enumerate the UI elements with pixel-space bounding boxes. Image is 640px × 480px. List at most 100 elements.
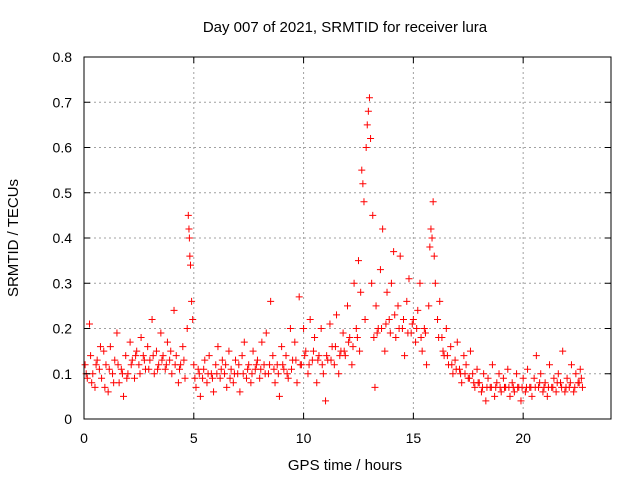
data-point [286, 325, 294, 332]
data-point [252, 361, 260, 369]
data-point [495, 370, 503, 378]
data-point [190, 361, 198, 369]
data-point [420, 325, 428, 332]
data-point [131, 374, 139, 382]
data-point [435, 334, 443, 342]
data-point [150, 370, 158, 378]
data-point [292, 356, 300, 364]
data-point [242, 374, 250, 382]
data-point [387, 279, 395, 287]
data-point [461, 370, 469, 378]
data-point [550, 374, 558, 382]
data-point [340, 347, 348, 355]
data-point [428, 234, 436, 242]
data-point [235, 361, 243, 369]
data-point [524, 365, 532, 373]
data-point [318, 361, 326, 369]
data-point [283, 370, 291, 378]
data-point [170, 306, 178, 314]
data-point [385, 315, 393, 323]
data-point [386, 329, 394, 337]
data-point [158, 356, 166, 364]
data-point [162, 361, 170, 369]
data-point [333, 311, 341, 319]
y-tick-label: 0.7 [53, 94, 73, 110]
data-point [403, 297, 411, 305]
data-point [212, 361, 220, 369]
data-point [430, 252, 438, 260]
x-tick-label: 10 [296, 430, 312, 446]
data-point [577, 374, 585, 382]
data-point [383, 288, 391, 296]
data-point [201, 356, 209, 364]
data-point [378, 325, 386, 332]
data-point [552, 388, 560, 396]
data-point [199, 374, 207, 382]
data-point [87, 352, 95, 360]
data-point [567, 361, 575, 369]
data-point [267, 297, 275, 305]
data-point [137, 334, 145, 342]
data-point [196, 392, 204, 400]
data-point [576, 365, 584, 373]
data-point [128, 356, 136, 364]
data-point [448, 361, 456, 369]
data-point [401, 352, 409, 360]
data-point [274, 370, 282, 378]
data-point [353, 334, 361, 342]
data-point [166, 356, 174, 364]
data-point [192, 383, 200, 391]
data-point [282, 352, 290, 360]
data-point [327, 356, 335, 364]
data-point [531, 383, 539, 391]
data-point [266, 361, 274, 369]
data-point [106, 343, 114, 351]
data-point [157, 329, 165, 337]
y-tick-label: 0.2 [53, 321, 73, 337]
data-point [460, 352, 468, 360]
data-point [188, 297, 196, 305]
data-point [256, 374, 264, 382]
data-point [262, 329, 270, 337]
data-point [365, 94, 373, 102]
data-point [423, 361, 431, 369]
data-point [245, 361, 253, 369]
data-point [431, 279, 439, 287]
data-point [474, 379, 482, 387]
data-point [139, 352, 147, 360]
data-point [381, 347, 389, 355]
data-point [189, 315, 197, 323]
data-point [300, 325, 308, 332]
data-point [301, 352, 309, 360]
data-point [179, 343, 187, 351]
data-point [311, 334, 319, 342]
data-point [191, 374, 199, 382]
data-point [379, 225, 387, 233]
data-point [408, 320, 416, 328]
data-point [109, 370, 117, 378]
data-point [447, 343, 455, 351]
data-point [258, 338, 266, 346]
data-point [248, 370, 256, 378]
data-point [508, 379, 516, 387]
data-point [302, 347, 310, 355]
data-point [369, 211, 377, 219]
data-point [345, 338, 353, 346]
data-point [313, 379, 321, 387]
data-point [517, 397, 525, 405]
data-point [349, 343, 357, 351]
data-point [240, 338, 248, 346]
data-point [570, 388, 578, 396]
data-point [176, 365, 184, 373]
data-point [291, 338, 299, 346]
data-point [491, 392, 499, 400]
data-point [382, 320, 390, 328]
data-point [323, 352, 331, 360]
data-point [436, 297, 444, 305]
data-point [83, 374, 91, 382]
data-point [376, 266, 384, 274]
data-point [93, 356, 101, 364]
y-tick-label: 0.5 [53, 185, 73, 201]
data-point [484, 374, 492, 382]
